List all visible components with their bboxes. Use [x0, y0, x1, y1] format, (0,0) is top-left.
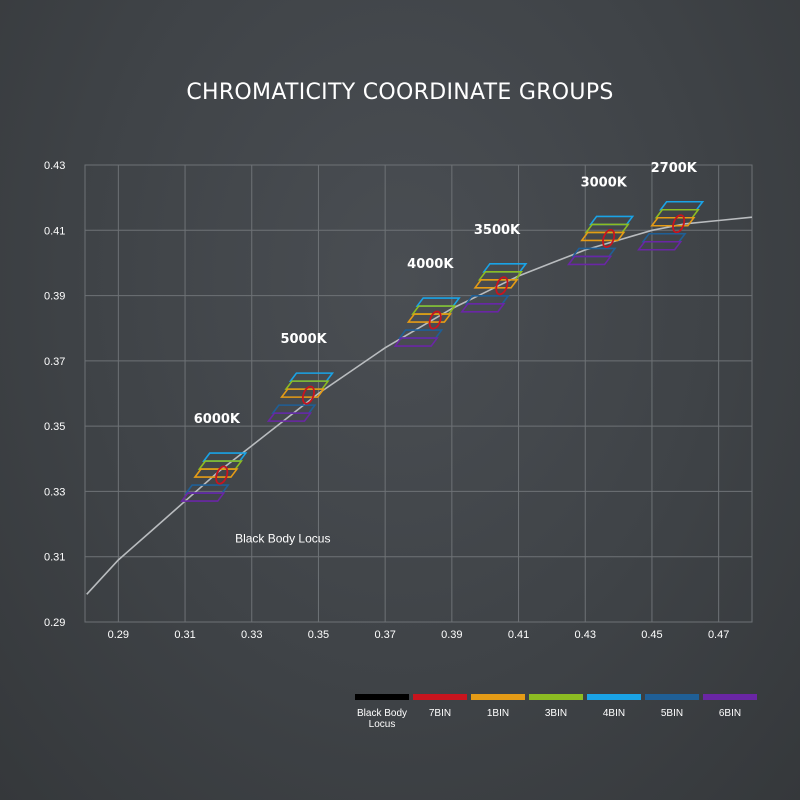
- bin-1BIN: [650, 216, 696, 227]
- bin-group-6000K: [180, 452, 248, 502]
- bin-1BIN: [406, 313, 452, 323]
- legend: Black Body Locus 7BIN 1BIN 3BIN 4BIN 5BIN 6BIN: [355, 694, 757, 730]
- x-tick-label: 0.29: [108, 629, 129, 641]
- bin-7BIN-ellipse: [215, 465, 229, 485]
- legend-label-5: 5BIN: [661, 708, 683, 719]
- bin-7BIN-ellipse: [672, 214, 686, 234]
- legend-label-6: 6BIN: [719, 708, 741, 719]
- legend-swatch-3: [529, 694, 583, 700]
- legend-label-2: 1BIN: [487, 708, 509, 719]
- locus-line: [86, 216, 753, 595]
- x-tick-label: 0.33: [241, 629, 262, 641]
- bin-7BIN-ellipse: [428, 310, 442, 330]
- bin-6BIN: [637, 240, 683, 251]
- x-tick-label: 0.31: [174, 629, 195, 641]
- legend-swatch-6: [703, 694, 757, 700]
- bin-group-2700K: [637, 200, 705, 251]
- legend-swatch-4: [587, 694, 641, 700]
- bin-4BIN: [202, 452, 248, 462]
- y-tick-label: 0.41: [44, 225, 65, 237]
- legend-swatch-5: [645, 694, 699, 700]
- bin-7BIN-ellipse: [301, 385, 315, 405]
- legend-label-3: 3BIN: [545, 708, 567, 719]
- x-tick-label: 0.43: [575, 629, 596, 641]
- bin-group-5000K: [266, 372, 335, 422]
- legend-label-0: Black Body Locus: [357, 708, 407, 730]
- bin-4BIN: [415, 297, 461, 307]
- bin-4BIN: [288, 372, 335, 382]
- group-label-4000K: 4000K: [407, 257, 454, 272]
- bin-6BIN: [393, 337, 439, 347]
- locus-label: Black Body Locus: [235, 531, 330, 545]
- bin-5BIN: [397, 329, 444, 339]
- y-tick-label: 0.37: [44, 356, 65, 368]
- y-tick-label: 0.29: [44, 617, 65, 629]
- x-tick-label: 0.41: [508, 629, 529, 641]
- chart-title: CHROMATICITY COORDINATE GROUPS: [186, 80, 614, 105]
- group-label-5000K: 5000K: [280, 332, 327, 347]
- x-tick-label: 0.35: [308, 629, 329, 641]
- group-label-6000K: 6000K: [194, 412, 241, 427]
- legend-label-4: 4BIN: [603, 708, 625, 719]
- bin-7BIN-ellipse: [602, 228, 616, 248]
- bin-group-4000K: [393, 297, 461, 347]
- group-label-3000K: 3000K: [581, 175, 628, 190]
- bin-4BIN: [659, 200, 705, 211]
- y-tick-label: 0.43: [44, 160, 65, 172]
- legend-swatch-1: [413, 694, 467, 700]
- legend-label-1: 7BIN: [429, 708, 451, 719]
- x-tick-label: 0.47: [708, 629, 729, 641]
- bin-6BIN: [460, 302, 506, 313]
- x-tick-label: 0.37: [374, 629, 395, 641]
- bin-7BIN-ellipse: [495, 276, 509, 296]
- bin-6BIN: [266, 412, 313, 422]
- bin-1BIN: [473, 278, 519, 289]
- y-tick-label: 0.39: [44, 291, 65, 303]
- y-tick-label: 0.35: [44, 421, 65, 433]
- legend-swatch-0: [355, 694, 409, 700]
- y-tick-label: 0.31: [44, 552, 65, 564]
- bin-5BIN: [641, 232, 687, 243]
- bin-1BIN: [280, 388, 326, 398]
- x-tick-label: 0.39: [441, 629, 462, 641]
- group-labels: 6000K 5000K 4000K 3500K 3000K 2700K: [194, 161, 698, 427]
- y-tick-label: 0.33: [44, 486, 65, 498]
- black-body-locus: Black Body Locus: [86, 216, 753, 595]
- bin-6BIN: [566, 255, 613, 266]
- axis-ticks: 0.29 0.31 0.33 0.35 0.37 0.39 0.41 0.43 0.45 0.47…: [44, 160, 729, 641]
- bin-5BIN: [464, 294, 510, 305]
- group-label-2700K: 2700K: [651, 161, 698, 176]
- bin-group-3500K: [460, 262, 528, 313]
- bin-4BIN: [588, 215, 635, 226]
- legend-swatch-2: [471, 694, 525, 700]
- bin-groups: [180, 200, 705, 502]
- bin-4BIN: [482, 262, 528, 273]
- x-tick-label: 0.45: [641, 629, 662, 641]
- bin-group-3000K: [566, 215, 635, 266]
- bin-6BIN: [180, 492, 226, 502]
- bin-1BIN: [580, 231, 626, 242]
- group-label-3500K: 3500K: [474, 223, 521, 238]
- bin-1BIN: [193, 468, 239, 478]
